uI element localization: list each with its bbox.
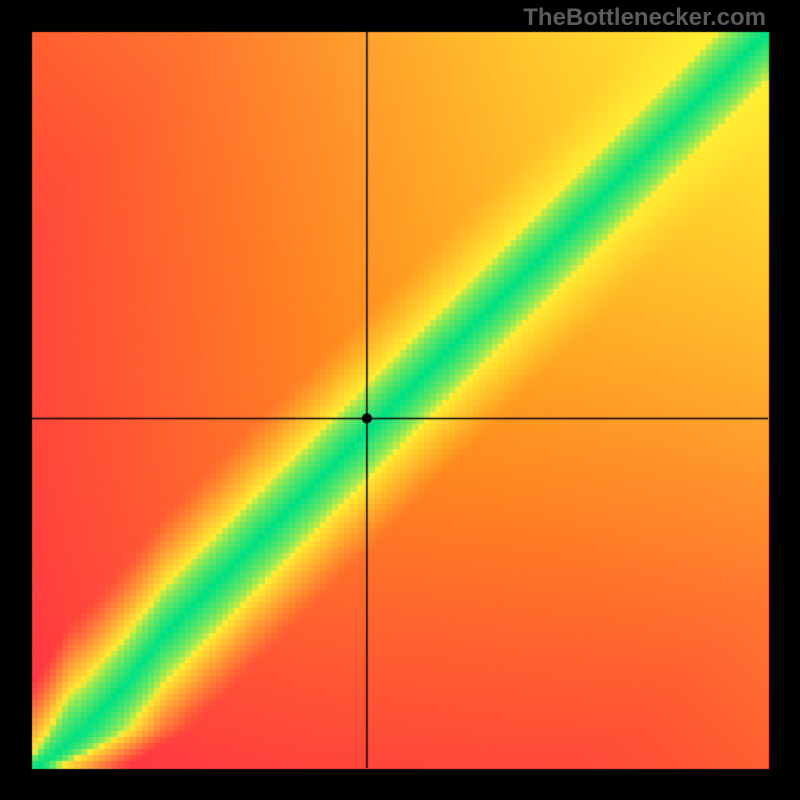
bottleneck-heatmap <box>0 0 800 800</box>
watermark-text: TheBottlenecker.com <box>523 4 766 32</box>
chart-container: TheBottlenecker.com <box>0 0 800 800</box>
